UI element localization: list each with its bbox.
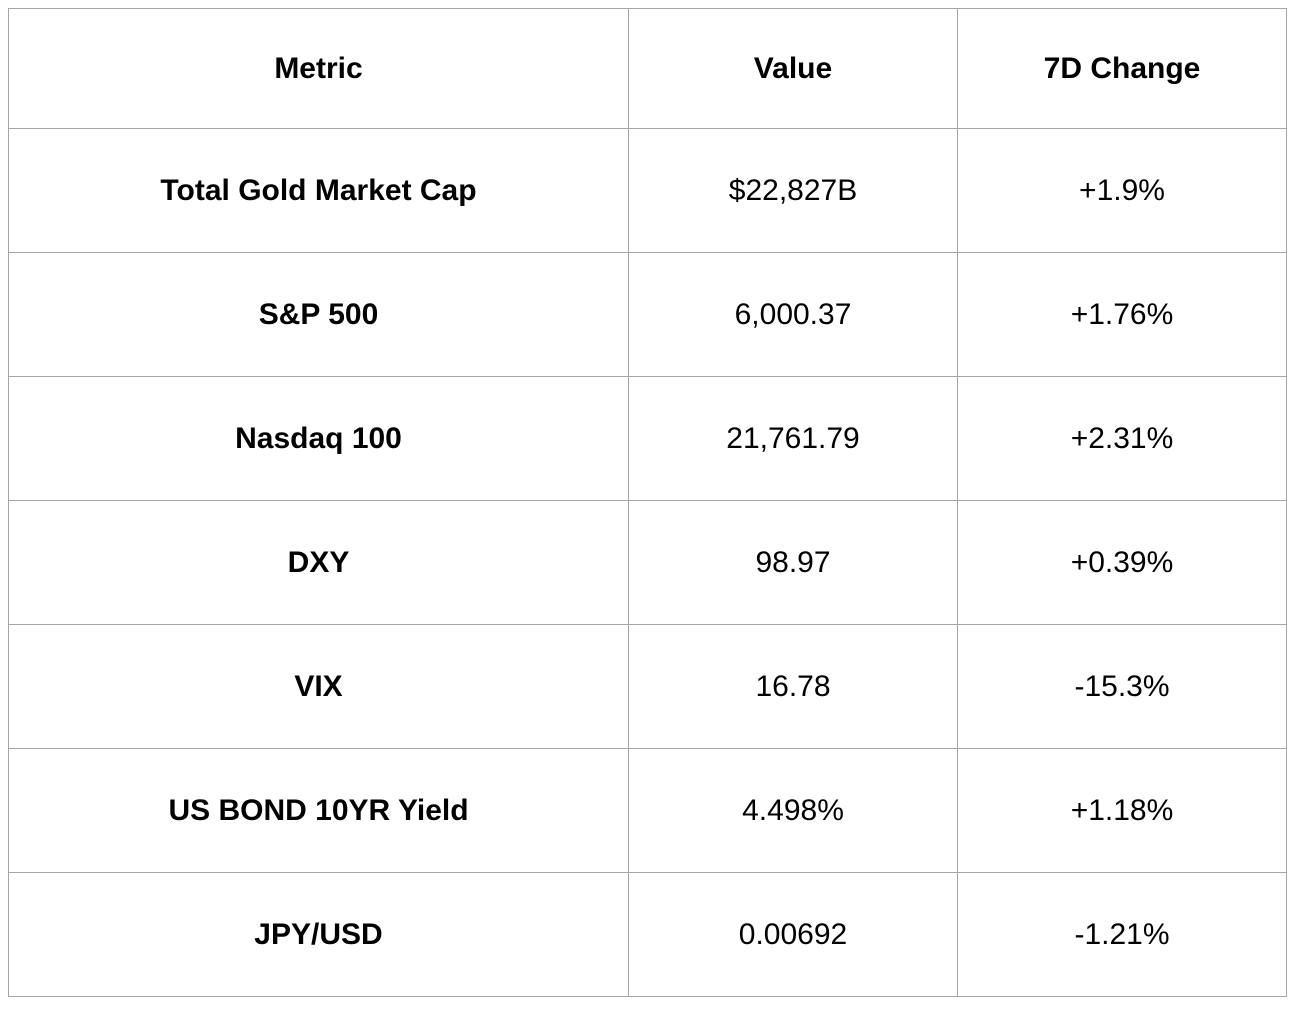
table-row: S&P 500 6,000.37 +1.76%	[8, 252, 1287, 377]
column-header-7d-change: 7D Change	[957, 8, 1287, 129]
metric-cell: JPY/USD	[8, 872, 629, 997]
change-cell: +1.76%	[957, 252, 1287, 377]
metric-cell: Total Gold Market Cap	[8, 128, 629, 253]
metric-cell: US BOND 10YR Yield	[8, 748, 629, 873]
metric-cell: DXY	[8, 500, 629, 625]
value-cell: 4.498%	[628, 748, 958, 873]
value-cell: 16.78	[628, 624, 958, 749]
change-cell: +1.9%	[957, 128, 1287, 253]
change-cell: +2.31%	[957, 376, 1287, 501]
header-row: Metric Value 7D Change	[8, 8, 1287, 129]
change-cell: +0.39%	[957, 500, 1287, 625]
table-row: US BOND 10YR Yield 4.498% +1.18%	[8, 748, 1287, 873]
metrics-table: Metric Value 7D Change Total Gold Market…	[8, 8, 1287, 997]
metric-cell: Nasdaq 100	[8, 376, 629, 501]
table-row: Nasdaq 100 21,761.79 +2.31%	[8, 376, 1287, 501]
value-cell: $22,827B	[628, 128, 958, 253]
value-cell: 6,000.37	[628, 252, 958, 377]
column-header-value: Value	[628, 8, 958, 129]
table-row: VIX 16.78 -15.3%	[8, 624, 1287, 749]
table-row: DXY 98.97 +0.39%	[8, 500, 1287, 625]
change-cell: +1.18%	[957, 748, 1287, 873]
value-cell: 21,761.79	[628, 376, 958, 501]
change-cell: -15.3%	[957, 624, 1287, 749]
metric-cell: S&P 500	[8, 252, 629, 377]
table-row: JPY/USD 0.00692 -1.21%	[8, 872, 1287, 997]
metric-cell: VIX	[8, 624, 629, 749]
table-row: Total Gold Market Cap $22,827B +1.9%	[8, 128, 1287, 253]
value-cell: 98.97	[628, 500, 958, 625]
change-cell: -1.21%	[957, 872, 1287, 997]
column-header-metric: Metric	[8, 8, 629, 129]
page: Metric Value 7D Change Total Gold Market…	[0, 8, 1294, 1020]
value-cell: 0.00692	[628, 872, 958, 997]
